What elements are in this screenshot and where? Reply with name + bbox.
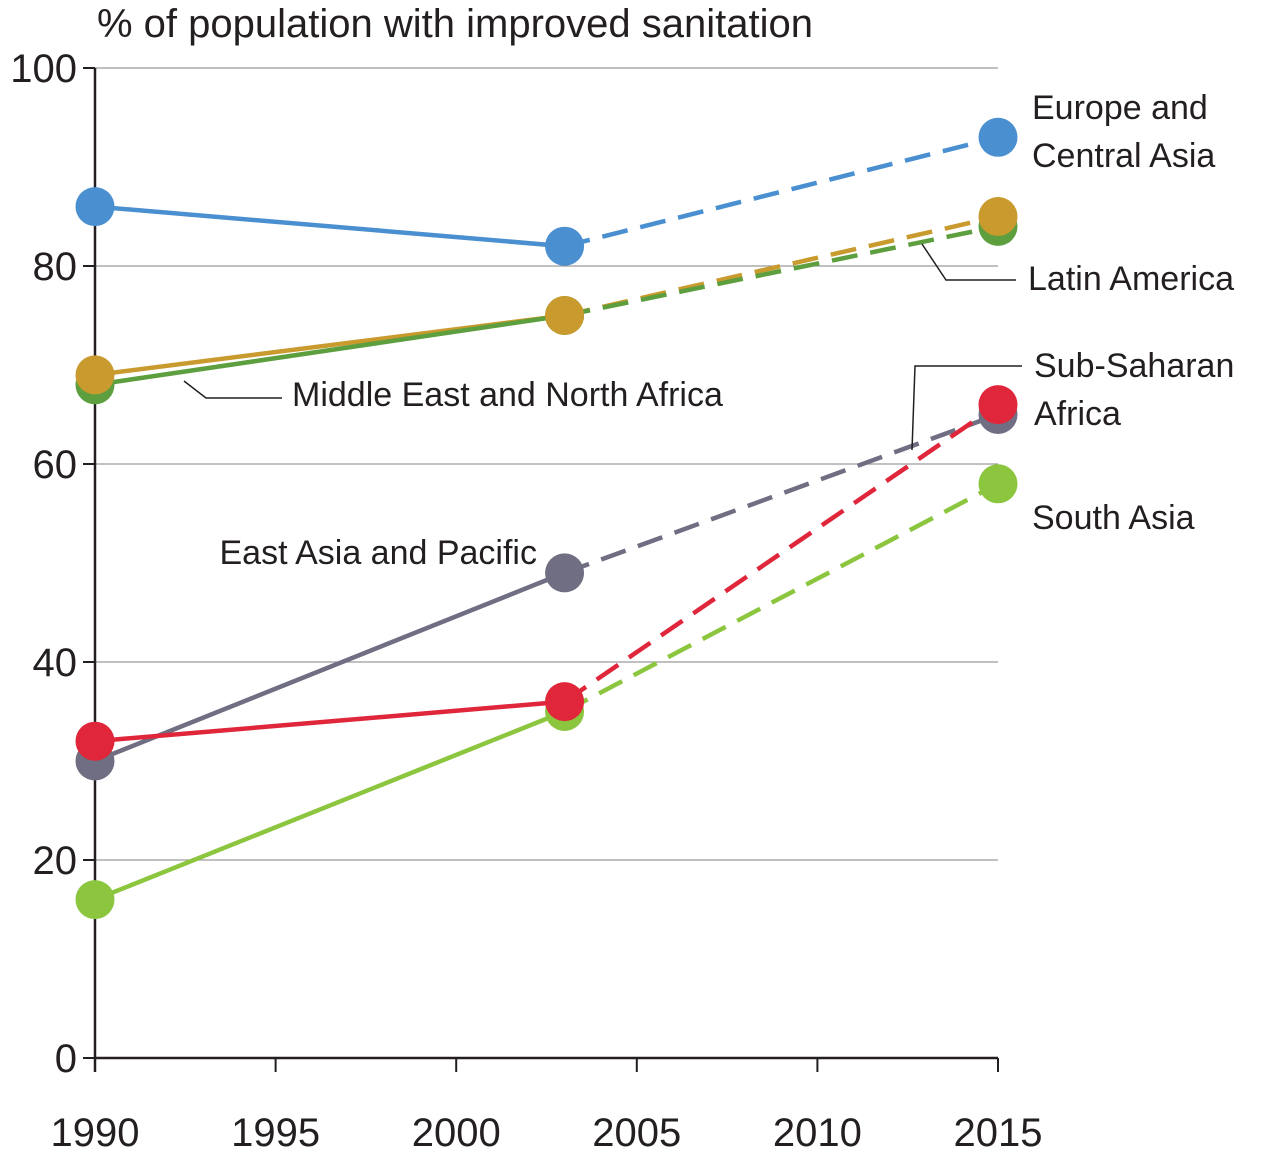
series-label-sub-saharan-africa-line-2: Africa xyxy=(1034,395,1121,433)
actual-line-sub-saharan-africa xyxy=(94,699,565,744)
data-point-europe-and-central-asia-2015 xyxy=(978,117,1018,157)
data-point-south-asia-1990 xyxy=(75,880,115,920)
x-tick-label-1990: 1990 xyxy=(51,1111,140,1155)
y-tick-label-80: 80 xyxy=(33,245,78,289)
projected-line-europe-and-central-asia xyxy=(564,135,999,249)
actual-line-south-asia xyxy=(94,709,566,902)
data-point-europe-and-central-asia-1990 xyxy=(75,187,115,227)
series-labels: Europe and Central Asia Latin America Middl… xyxy=(219,89,1234,572)
data-point-sub-saharan-africa-2003 xyxy=(545,682,585,722)
data-point-latin-america-1990 xyxy=(75,355,115,395)
data-point-latin-america-2015 xyxy=(978,197,1018,236)
y-tick-label-40: 40 xyxy=(33,641,78,685)
series-label-sub-saharan-africa-line-1: Sub-Saharan xyxy=(1034,347,1234,385)
series-label-europe-and-central-asia-line-1: Europe and xyxy=(1032,89,1208,127)
series-lines xyxy=(94,135,1000,902)
series-label-middle-east-and-north-africa: Middle East and North Africa xyxy=(292,376,723,414)
series-label-south-asia: South Asia xyxy=(1032,499,1195,537)
actual-line-east-asia-and-pacific xyxy=(94,570,566,764)
series-label-east-asia-and-pacific: East Asia and Pacific xyxy=(219,534,537,572)
y-tick-label-20: 20 xyxy=(33,839,78,883)
data-point-europe-and-central-asia-2003 xyxy=(545,226,585,266)
leader-sub-saharan-africa xyxy=(911,365,1022,451)
x-tick-label-2015: 2015 xyxy=(954,1111,1043,1155)
y-tick-label-60: 60 xyxy=(33,443,78,487)
x-tick-label-2005: 2005 xyxy=(592,1111,681,1155)
y-tick-label-0: 0 xyxy=(55,1037,77,1081)
grid-lines xyxy=(95,67,998,861)
projected-line-sub-saharan-africa xyxy=(563,402,1000,704)
x-tick-label-2010: 2010 xyxy=(773,1111,862,1155)
data-point-sub-saharan-africa-1990 xyxy=(75,721,115,761)
data-point-east-asia-and-pacific-2003 xyxy=(545,553,585,593)
label-leader-lines xyxy=(183,243,1022,451)
actual-line-europe-and-central-asia xyxy=(94,204,565,249)
data-point-sub-saharan-africa-2015 xyxy=(978,385,1018,425)
chart-title: % of population with improved sanitation xyxy=(97,2,813,46)
x-tick-label-2000: 2000 xyxy=(412,1111,501,1155)
projected-line-middle-east-and-north-africa xyxy=(564,224,999,318)
series-label-latin-america: Latin America xyxy=(1028,260,1234,298)
leader-middle-east-and-north-africa xyxy=(183,380,282,399)
actual-line-middle-east-and-north-africa xyxy=(94,313,565,388)
y-tick-label-100: 100 xyxy=(10,47,77,91)
x-tick-label-1995: 1995 xyxy=(231,1111,320,1155)
series-label-europe-and-central-asia-line-2: Central Asia xyxy=(1032,137,1215,175)
x-axis-ticks: 1990 1995 2000 2005 2010 2015 xyxy=(51,1058,1043,1155)
projected-line-latin-america xyxy=(564,214,999,318)
projected-line-east-asia-and-pacific xyxy=(563,412,999,576)
data-point-south-asia-2015 xyxy=(978,464,1018,504)
data-point-latin-america-2003 xyxy=(545,296,585,335)
leader-latin-america xyxy=(921,243,1016,281)
y-axis-ticks: 0 20 40 60 80 100 xyxy=(10,47,95,1081)
projected-line-south-asia xyxy=(563,481,1000,714)
series-points xyxy=(75,117,1018,920)
